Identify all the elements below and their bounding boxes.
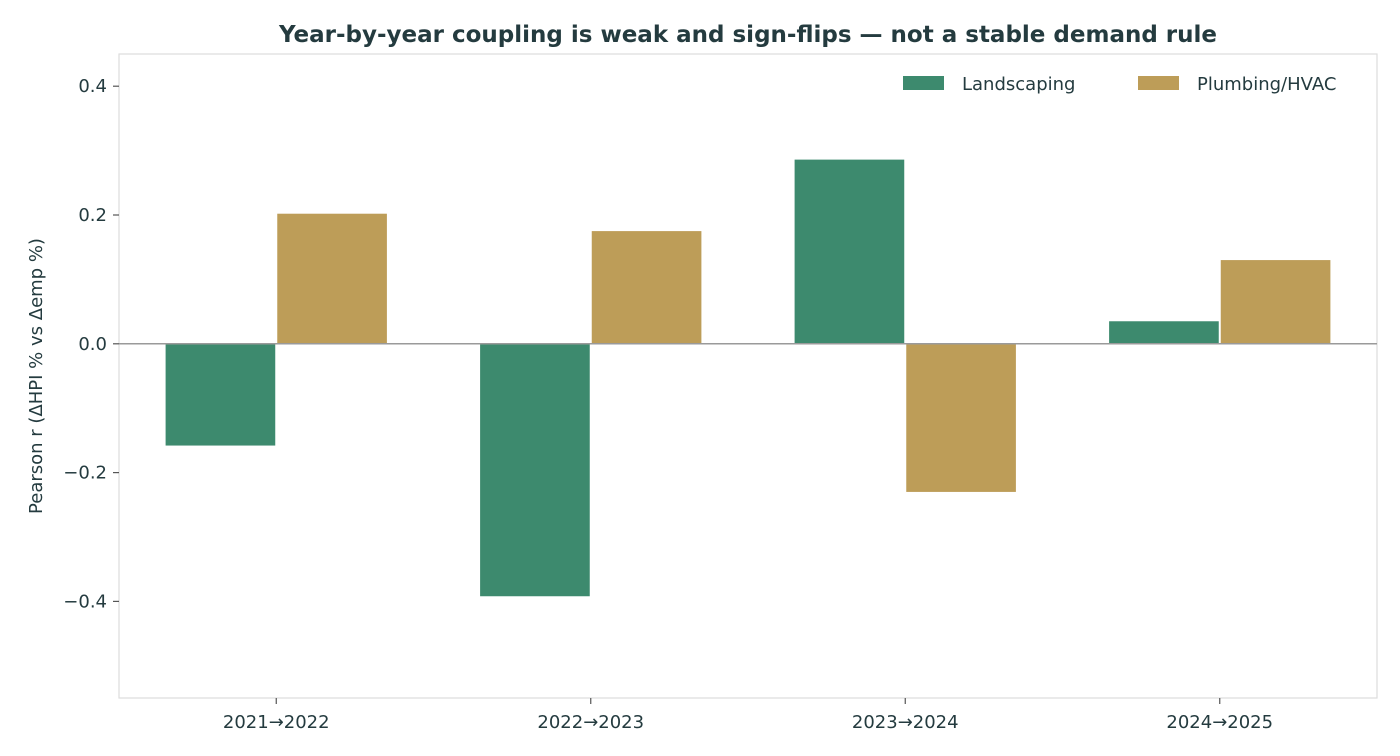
legend-label-landscaping: Landscaping (962, 74, 1075, 95)
legend-swatch-landscaping (903, 76, 944, 90)
x-tick-label: 2024→2025 (1166, 712, 1273, 733)
bar-plumbing-hvac-3 (1220, 260, 1331, 344)
y-axis-label: Pearson r (ΔHPI % vs Δemp %) (26, 238, 47, 514)
y-axis: 0.4 0.2 0.0 −0.2 −0.4 (63, 76, 119, 612)
x-axis: 2021→2022 2022→2023 2023→2024 2024→2025 (223, 698, 1273, 733)
bar-landscaping-1 (480, 343, 590, 597)
bar-plumbing-hvac-0 (277, 213, 387, 344)
x-tick-label: 2023→2024 (852, 712, 959, 733)
y-tick-label: 0.2 (78, 205, 107, 226)
chart-title: Year-by-year coupling is weak and sign-f… (278, 22, 1217, 48)
y-tick-label: 0.4 (78, 76, 107, 97)
legend: Landscaping Plumbing/HVAC (903, 74, 1336, 95)
bar-plumbing-hvac-2 (906, 343, 1016, 492)
y-tick-label: −0.2 (63, 463, 107, 484)
bar-landscaping-0 (165, 343, 276, 446)
bar-plumbing-hvac-1 (591, 231, 702, 344)
legend-swatch-plumbing-hvac (1138, 76, 1179, 90)
bar-landscaping-3 (1109, 321, 1219, 344)
x-tick-label: 2022→2023 (537, 712, 644, 733)
bar-landscaping-2 (794, 159, 905, 344)
x-tick-label: 2021→2022 (223, 712, 330, 733)
bars-group (165, 159, 1331, 597)
plot-area-frame (118, 53, 1378, 699)
y-tick-label: 0.0 (78, 334, 107, 355)
y-tick-label: −0.4 (63, 591, 107, 612)
legend-label-plumbing-hvac: Plumbing/HVAC (1197, 74, 1336, 95)
